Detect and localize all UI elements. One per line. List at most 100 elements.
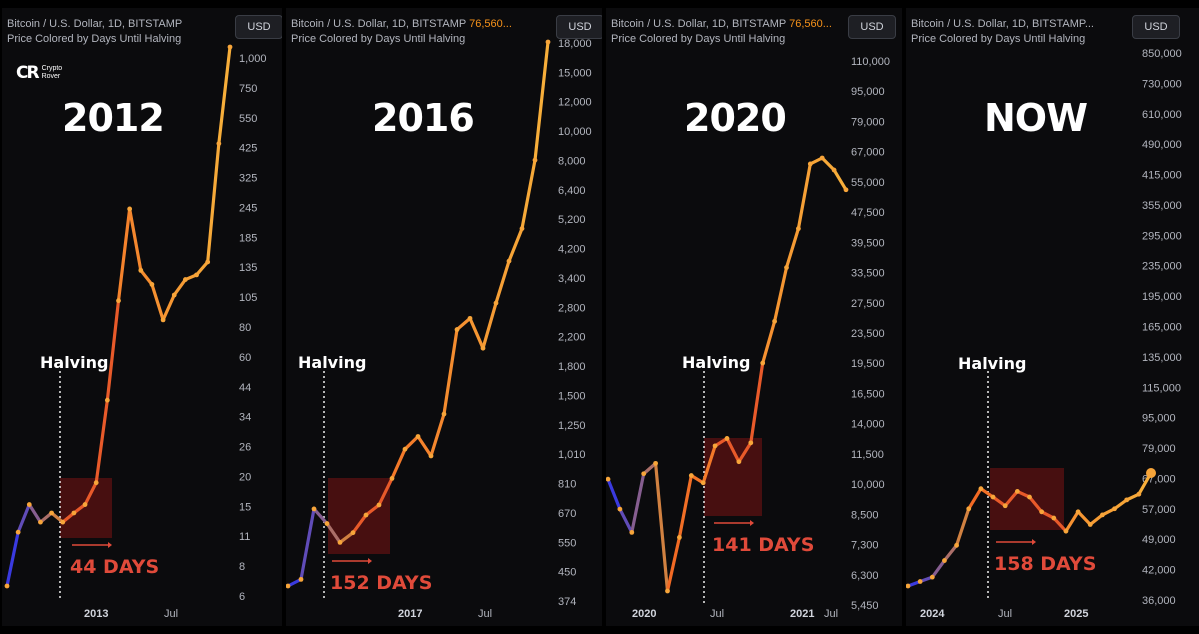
y-tick-label: 115,000	[1142, 382, 1181, 394]
x-tick-label: 2017	[398, 608, 422, 620]
price-segment	[416, 434, 433, 458]
price-segment	[150, 282, 165, 322]
price-segment	[725, 436, 741, 464]
price-point	[760, 360, 766, 366]
price-point	[15, 529, 21, 535]
price-point	[1075, 509, 1081, 515]
price-point	[819, 155, 825, 161]
cycle-title: 2016	[372, 96, 475, 140]
price-point	[772, 318, 777, 324]
price-segment	[832, 168, 848, 192]
y-tick-label: 245	[239, 202, 257, 214]
price-segment	[312, 507, 329, 526]
y-tick-label: 1,250	[558, 420, 586, 432]
y-tick-label: 490,000	[1142, 139, 1182, 151]
last-price: 76,560...	[466, 18, 512, 30]
currency-button[interactable]: USD	[556, 15, 602, 39]
price-point	[493, 300, 499, 306]
price-segment	[377, 476, 394, 507]
price-segment	[954, 507, 971, 547]
price-segment	[105, 299, 121, 402]
price-point	[402, 446, 408, 452]
price-segment	[83, 481, 98, 507]
chart-panel-2016: Bitcoin / U.S. Dollar, 1D, BITSTAMP 76,5…	[286, 8, 602, 626]
y-tick-label: 425	[239, 143, 257, 155]
price-segment	[364, 503, 381, 517]
y-tick-label: 11	[239, 531, 250, 543]
price-segment	[507, 226, 524, 263]
y-tick-label: 79,000	[1142, 443, 1176, 455]
symbol-label: Bitcoin / U.S. Dollar, 1D, BITSTAMP	[7, 18, 183, 30]
price-point	[93, 480, 99, 486]
price-segment	[1052, 516, 1068, 533]
x-tick-label: 2024	[920, 608, 945, 620]
chart-header: Bitcoin / U.S. Dollar, 1D, BITSTAMP... Pr…	[911, 17, 1094, 47]
x-tick-label: 2021	[790, 608, 814, 620]
price-segment	[533, 40, 550, 162]
price-segment	[737, 441, 753, 464]
y-tick-label: 14,000	[851, 419, 885, 431]
price-point	[1100, 512, 1105, 518]
y-tick-label: 750	[239, 83, 257, 95]
currency-button[interactable]: USD	[235, 15, 282, 39]
y-tick-label: 79,000	[851, 116, 885, 128]
y-tick-label: 6,300	[851, 570, 879, 582]
price-segment	[403, 434, 420, 451]
price-point	[1063, 528, 1069, 534]
price-segment	[784, 227, 800, 270]
halving-label: Halving	[40, 353, 109, 372]
symbol-label: Bitcoin / U.S. Dollar, 1D, BITSTAMP...	[911, 18, 1094, 30]
price-segment	[390, 447, 407, 481]
price-point	[677, 535, 682, 540]
price-point	[942, 558, 947, 563]
price-segment	[116, 207, 132, 303]
price-point	[724, 436, 730, 441]
price-segment	[128, 207, 143, 272]
currency-button[interactable]: USD	[848, 15, 896, 39]
price-point	[665, 588, 670, 594]
days-after-halving-label: 141 DAYS	[712, 534, 815, 556]
price-point	[350, 530, 356, 536]
price-segment	[773, 265, 789, 323]
price-segment	[1112, 498, 1129, 511]
price-segment	[761, 319, 777, 365]
price-point	[311, 506, 317, 512]
price-segment	[665, 535, 682, 593]
y-tick-label: 550	[239, 113, 257, 125]
price-segment	[618, 507, 634, 534]
price-point	[917, 579, 923, 584]
y-tick-label: 23,500	[851, 328, 885, 340]
price-point	[149, 282, 155, 287]
arrow-head-icon	[750, 520, 754, 526]
price-segment	[206, 141, 221, 264]
y-tick-label: 1,500	[558, 390, 586, 402]
chart-panel-2020: Bitcoin / U.S. Dollar, 1D, BITSTAMP 76,5…	[606, 8, 902, 626]
price-segment	[606, 477, 622, 511]
price-point	[82, 502, 88, 507]
price-segment	[630, 472, 646, 534]
price-segment	[455, 316, 472, 332]
y-tick-label: 55,000	[851, 177, 885, 189]
price-point	[831, 167, 837, 173]
y-tick-label: 325	[239, 173, 257, 185]
price-point	[324, 521, 330, 526]
price-point	[1051, 515, 1057, 521]
currency-button[interactable]: USD	[1132, 15, 1180, 39]
x-tick-label: Jul	[710, 608, 724, 620]
price-point	[441, 411, 447, 417]
indicator-subtitle: Price Colored by Days Until Halving	[911, 33, 1086, 45]
price-point	[990, 494, 996, 500]
price-segment	[194, 260, 210, 277]
price-point	[843, 187, 849, 193]
y-tick-label: 20	[239, 471, 251, 483]
price-point	[954, 542, 959, 548]
halving-window-box	[990, 468, 1064, 530]
y-tick-label: 57,000	[1142, 504, 1176, 516]
price-point	[286, 583, 291, 589]
price-point	[641, 471, 647, 477]
price-point	[545, 39, 551, 45]
y-tick-label: 10,000	[558, 126, 592, 138]
y-tick-label: 49,000	[1142, 534, 1176, 546]
price-segment	[1027, 495, 1044, 514]
price-point	[712, 443, 718, 449]
